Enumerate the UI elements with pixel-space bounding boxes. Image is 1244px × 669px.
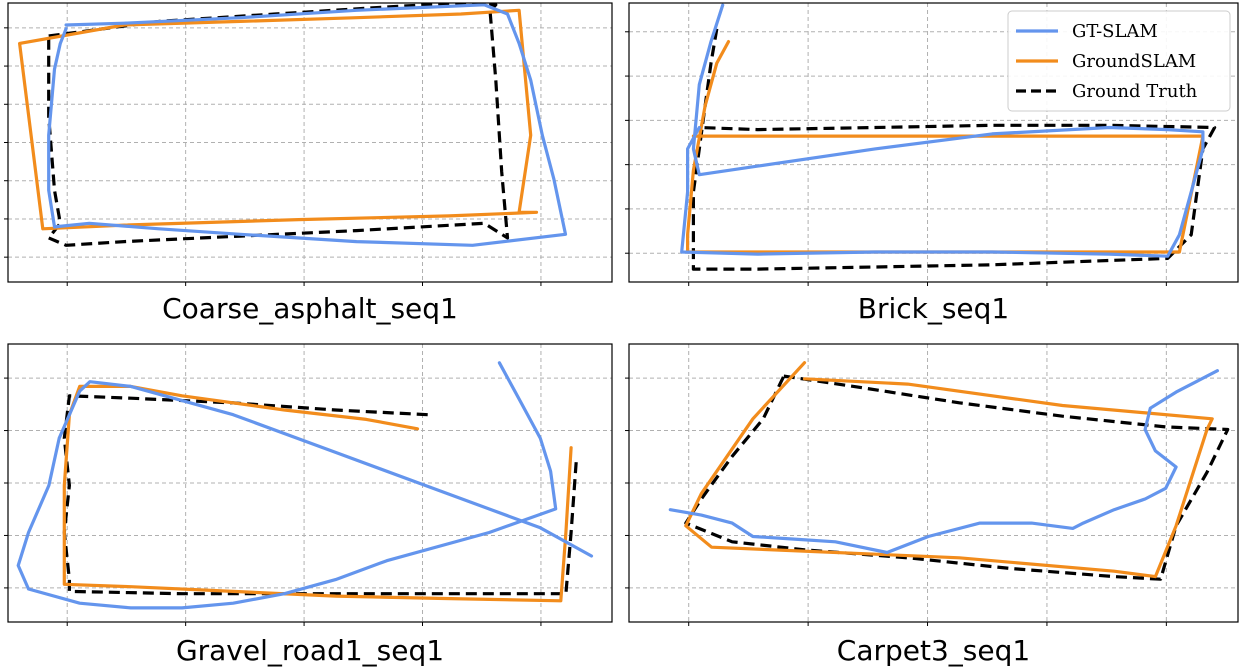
plot-frame (7, 343, 613, 623)
series-line-gt-slam (680, 3, 1205, 258)
plot-frame (628, 343, 1239, 623)
series-line-groundslam (684, 361, 1214, 579)
panel-title: Coarse_asphalt_seq1 (162, 292, 458, 325)
series-line-ground-truth (691, 28, 1217, 271)
series-line-gt-slam (16, 361, 594, 610)
legend-box (1007, 10, 1231, 112)
legend-label: GroundSLAM (1072, 51, 1196, 72)
plot-frame (628, 2, 1239, 283)
series-line-ground-truth (684, 374, 1230, 581)
panel-3: Gravel_road1_seq1 (4, 343, 613, 667)
panel-title: Brick_seq1 (858, 292, 1010, 325)
series-line-gt-slam (47, 3, 568, 247)
plot-frame (7, 2, 613, 283)
legend-label: GT-SLAM (1072, 21, 1158, 42)
panel-title: Carpet3_seq1 (837, 634, 1030, 667)
series-line-gt-slam (668, 369, 1220, 555)
panel-title: Gravel_road1_seq1 (176, 634, 444, 667)
series-line-groundslam (18, 8, 539, 231)
series-line-groundslam (62, 384, 573, 603)
panel-1: Coarse_asphalt_seq1 (4, 2, 613, 325)
panel-2: Brick_seq1 GT-SLAM GroundSLAM Ground Truth (625, 2, 1239, 325)
panel-4: Carpet3_seq1 (625, 343, 1239, 667)
legend-label: Ground Truth (1072, 81, 1198, 102)
legend: GT-SLAM GroundSLAM Ground Truth (1007, 10, 1231, 112)
series-line-ground-truth (62, 394, 578, 596)
series-line-ground-truth (47, 3, 510, 247)
